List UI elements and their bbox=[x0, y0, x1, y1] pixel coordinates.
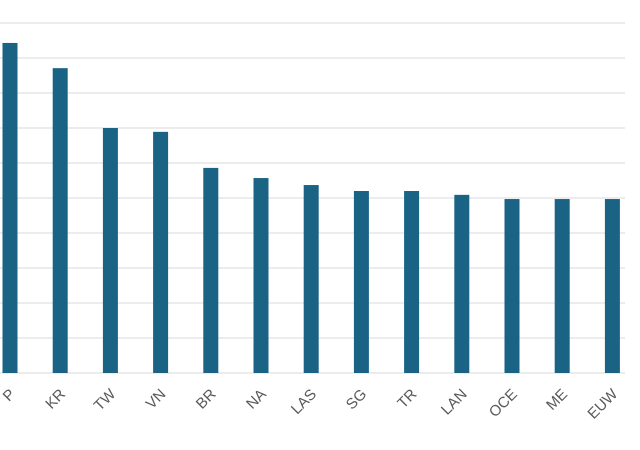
bar bbox=[203, 167, 219, 373]
x-tick-label: EUW bbox=[584, 385, 621, 422]
bar bbox=[454, 194, 470, 373]
bar bbox=[554, 199, 570, 373]
x-tick-label: SG bbox=[343, 386, 370, 413]
x-tick-label: BR bbox=[193, 386, 220, 413]
bar bbox=[52, 68, 68, 374]
x-tick-label: KR bbox=[42, 386, 69, 413]
bar bbox=[303, 185, 319, 373]
x-tick-label: OCE bbox=[486, 386, 521, 421]
bar bbox=[102, 128, 118, 373]
bar bbox=[2, 42, 18, 373]
x-tick-label: VN bbox=[143, 386, 170, 413]
bar bbox=[404, 191, 420, 373]
x-tick-label: TR bbox=[394, 386, 420, 412]
bar bbox=[504, 199, 520, 373]
x-tick-label: P bbox=[0, 386, 19, 405]
x-tick-label: LAS bbox=[288, 386, 320, 418]
bar bbox=[353, 191, 369, 373]
bar bbox=[604, 199, 620, 373]
x-tick-label: NA bbox=[243, 386, 270, 413]
x-tick-label: LAN bbox=[438, 386, 471, 419]
bar bbox=[253, 178, 269, 373]
bar bbox=[153, 131, 169, 373]
x-tick-label: TW bbox=[91, 385, 120, 414]
x-tick-label: ME bbox=[543, 386, 571, 414]
